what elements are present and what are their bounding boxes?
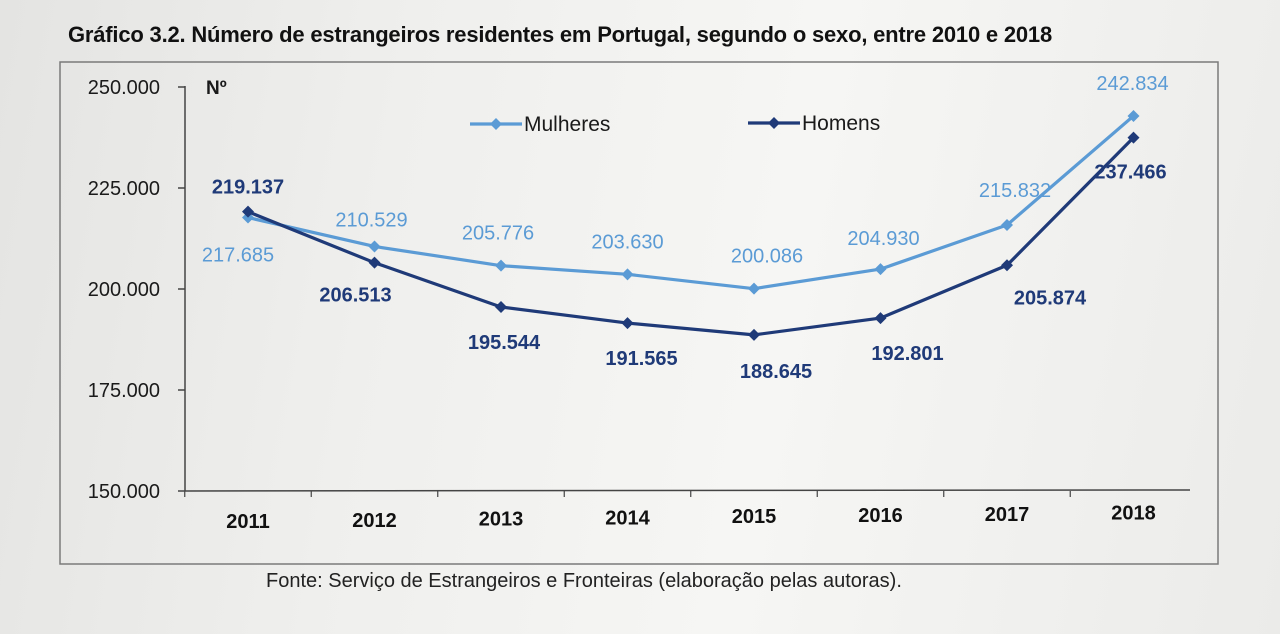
chart-frame [59, 61, 1219, 565]
source-note: Fonte: Serviço de Estrangeiros e Frontei… [266, 570, 902, 592]
y-axis-unit-label: Nº [206, 78, 227, 99]
legend-marker-mulheres [490, 118, 502, 130]
data-label-mulheres: 203.630 [591, 231, 663, 253]
x-tick-label: 2011 [226, 511, 269, 533]
x-tick-label: 2013 [479, 509, 524, 531]
legend-marker-homens [768, 117, 780, 129]
series-line-homens [247, 136, 1135, 337]
data-point-homens [242, 205, 254, 218]
data-label-homens: 206.513 [319, 285, 391, 307]
x-tick-label: 2015 [732, 506, 777, 528]
data-label-homens: 205.874 [1014, 287, 1087, 309]
x-tick-label: 2018 [1111, 503, 1156, 525]
y-tick-label: 225.000 [88, 178, 160, 200]
data-point-mulheres [874, 263, 887, 276]
y-tick-label: 250.000 [88, 77, 160, 99]
data-label-mulheres: 242.834 [1096, 73, 1168, 95]
data-point-homens [1127, 131, 1140, 144]
x-tick-label: 2016 [858, 505, 903, 527]
data-label-homens: 237.466 [1094, 162, 1166, 184]
data-label-mulheres: 210.529 [335, 209, 407, 231]
data-point-mulheres [1127, 109, 1140, 122]
data-point-mulheres [495, 259, 507, 272]
y-tick-label: 175.000 [88, 380, 160, 402]
data-point-homens [495, 301, 507, 314]
legend-label-mulheres: Mulheres [524, 113, 610, 136]
x-tick-label: 2017 [985, 504, 1030, 526]
x-axis-line [184, 489, 1191, 492]
x-tick-label: 2014 [605, 507, 650, 529]
y-ticks: 150.000 175.000 200.000 225.000 250.000 [88, 77, 185, 503]
data-label-homens: 192.801 [871, 343, 943, 365]
x-ticks: 2011 2012 2013 2014 2015 2016 2017 2018 [184, 491, 1156, 533]
data-label-mulheres: 200.086 [731, 246, 803, 268]
data-point-mulheres [621, 268, 634, 281]
series-line-mulheres [247, 114, 1135, 291]
data-point-mulheres [1001, 219, 1013, 232]
data-label-mulheres: 204.930 [847, 228, 919, 250]
data-point-mulheres [748, 282, 760, 295]
data-point-mulheres [368, 240, 381, 253]
chart-title: Gráfico 3.2. Número de estrangeiros resi… [68, 22, 1053, 47]
y-tick-label: 150.000 [88, 481, 160, 503]
legend: Mulheres Homens [470, 112, 880, 136]
data-label-mulheres: 205.776 [462, 223, 534, 245]
data-label-mulheres: 217.685 [202, 245, 274, 267]
data-point-homens [1001, 259, 1013, 272]
y-tick-label: 200.000 [88, 279, 160, 301]
x-tick-label: 2012 [352, 510, 397, 532]
data-point-homens [368, 256, 381, 269]
legend-label-homens: Homens [802, 112, 880, 135]
data-label-homens: 219.137 [212, 177, 284, 199]
data-point-homens [748, 328, 760, 341]
series-group: 217.685 210.529 205.776 203.630 200.086 204.9… [202, 73, 1169, 383]
data-label-homens: 195.544 [468, 332, 541, 354]
data-point-homens [621, 317, 634, 330]
data-label-homens: 188.645 [740, 361, 812, 383]
data-point-homens [874, 312, 887, 325]
data-label-mulheres: 215.832 [979, 180, 1051, 202]
data-label-homens: 191.565 [605, 348, 677, 370]
